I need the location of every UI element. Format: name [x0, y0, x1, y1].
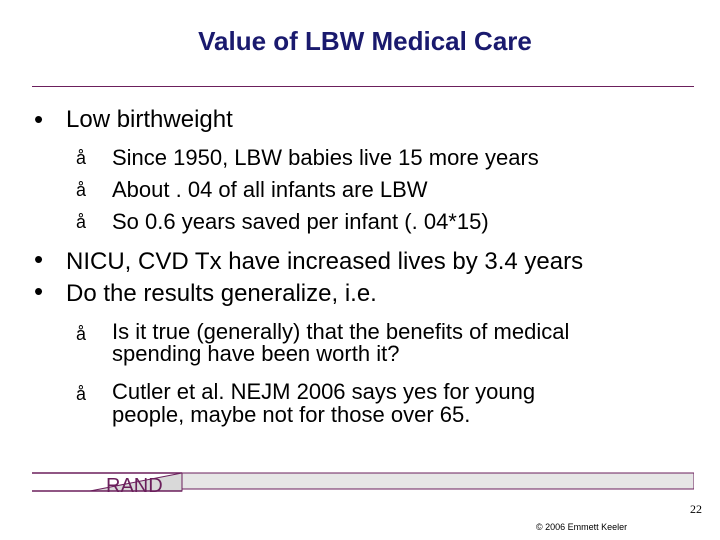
footer-banner: [32, 470, 694, 494]
sub-bullet-marker: å: [76, 384, 87, 404]
sub-bullet-marker: å: [76, 180, 87, 200]
page-number: 22: [690, 502, 702, 516]
slide-title: Value of LBW Medical Care: [198, 26, 532, 56]
sub-bullet-marker: å: [76, 148, 87, 168]
bullet-text-generalize: Do the results generalize, i.e.: [66, 280, 377, 307]
bullet-marker: •: [34, 244, 44, 274]
sub-bullet-marker: å: [76, 324, 87, 344]
sub-bullet-text: So 0.6 years saved per infant (. 04*15): [112, 209, 489, 234]
title-divider: [32, 86, 694, 87]
copyright-notice: © 2006 Emmett Keeler: [536, 522, 628, 532]
sub-bullet-text: About . 04 of all infants are LBW: [112, 177, 428, 202]
sub-bullet-marker: å: [76, 212, 87, 232]
bullet-marker: •: [34, 104, 44, 134]
sub-bullet-text: Cutler et al. NEJM 2006 says yes for you…: [112, 379, 536, 404]
sub-bullet-text: Since 1950, LBW babies live 15 more year…: [112, 145, 539, 170]
sub-bullet-text: Is it true (generally) that the benefits…: [112, 319, 570, 344]
sub-bullet-text-continued: spending have been worth it?: [112, 341, 400, 366]
footer-label: RAND: [106, 475, 163, 497]
bullet-text-nicu: NICU, CVD Tx have increased lives by 3.4…: [66, 248, 584, 275]
bullet-marker: •: [34, 276, 44, 306]
bullet-text-low-birthweight: Low birthweight: [66, 106, 233, 133]
sub-bullet-text-continued: people, maybe not for those over 65.: [112, 402, 471, 427]
